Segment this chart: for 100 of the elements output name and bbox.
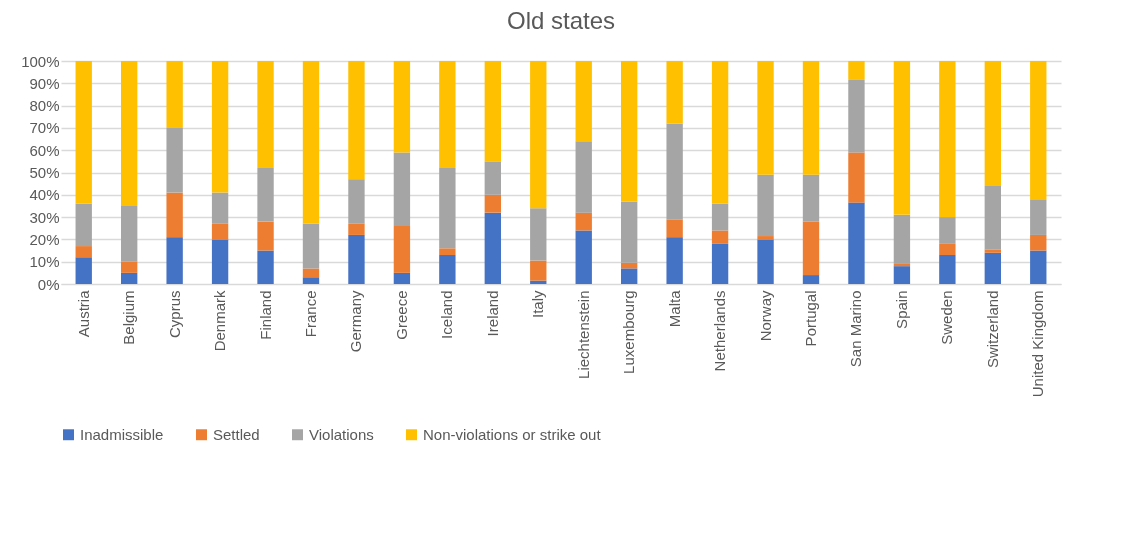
- bar: [302, 223, 320, 269]
- bar: [802, 221, 820, 276]
- x-tick-label: Liechtenstein: [574, 290, 592, 379]
- x-tick-label: Malta: [665, 289, 683, 328]
- bar: [166, 127, 183, 193]
- x-tick-label: Ireland: [483, 290, 501, 337]
- bar: [257, 221, 274, 251]
- bar: [848, 61, 865, 80]
- x-tick-label: Spain: [892, 290, 910, 329]
- bar: [166, 237, 183, 284]
- x-tick-label: Belgium: [120, 290, 138, 345]
- bar: [757, 61, 774, 175]
- bar: [484, 194, 501, 213]
- chart-title: Old states: [506, 7, 616, 34]
- bar: [484, 212, 501, 284]
- bar: [211, 223, 229, 240]
- bar: [939, 217, 956, 244]
- x-tick-label: Germany: [347, 290, 365, 353]
- bar: [348, 223, 365, 235]
- bar: [939, 255, 956, 284]
- bar: [575, 212, 592, 231]
- bar: [984, 61, 1001, 186]
- y-tick-label: 30%: [29, 208, 60, 226]
- bar: [711, 61, 729, 204]
- bar: [211, 61, 229, 193]
- bar: [484, 61, 501, 162]
- bar: [302, 277, 320, 284]
- bar: [530, 260, 547, 281]
- y-tick-label: 10%: [29, 253, 60, 271]
- bar: [893, 266, 911, 284]
- bar: [848, 152, 865, 203]
- bar: [666, 61, 683, 124]
- x-tick-label: San Marino: [847, 290, 865, 368]
- bar: [984, 252, 1001, 284]
- bar: [621, 61, 638, 202]
- bar: [757, 174, 774, 237]
- bar: [257, 168, 274, 222]
- x-tick-label: Iceland: [438, 290, 456, 339]
- x-tick-label: Luxembourg: [620, 290, 638, 374]
- bar: [893, 61, 911, 215]
- bar: [530, 208, 547, 261]
- bar: [575, 141, 592, 213]
- bar: [75, 203, 92, 247]
- x-tick-label: Netherlands: [711, 290, 729, 372]
- bar: [848, 79, 865, 153]
- bar: [393, 61, 411, 153]
- bar: [939, 61, 956, 218]
- bar: [121, 261, 138, 273]
- legend-label: Non-violations or strike out: [423, 425, 602, 443]
- bar: [1030, 61, 1047, 200]
- x-tick-label: Sweden: [938, 290, 956, 345]
- y-tick-label: 60%: [29, 141, 60, 159]
- bar: [621, 268, 638, 284]
- bar: [530, 61, 547, 209]
- bar: [575, 61, 592, 142]
- bar: [984, 185, 1001, 250]
- y-tick-label: 90%: [29, 74, 60, 92]
- bar: [393, 226, 411, 273]
- x-tick-label: Portugal: [802, 290, 819, 347]
- bar: [1030, 234, 1047, 251]
- y-tick-label: 80%: [29, 97, 60, 115]
- x-tick-label: Finland: [256, 290, 274, 340]
- bar: [348, 179, 365, 224]
- bar: [121, 205, 138, 262]
- bar: [75, 61, 92, 204]
- bar: [711, 230, 729, 244]
- bar: [757, 236, 774, 240]
- x-tick-label: United Kingdom: [1029, 290, 1047, 398]
- bar: [1030, 250, 1047, 284]
- bar: [302, 61, 320, 224]
- bar: [439, 61, 456, 169]
- x-tick-label: Switzerland: [983, 290, 1001, 369]
- bar: [893, 214, 911, 264]
- bar: [575, 230, 592, 284]
- bar: [439, 168, 456, 249]
- bar: [939, 243, 956, 256]
- x-tick-label: Norway: [756, 290, 774, 342]
- x-tick-label: Greece: [392, 290, 410, 340]
- bar: [121, 272, 138, 284]
- bar: [848, 202, 865, 284]
- x-tick-label: Austria: [74, 289, 92, 338]
- y-tick-label: 40%: [29, 186, 60, 204]
- bar: [166, 192, 183, 238]
- bar: [439, 248, 456, 256]
- bar: [348, 61, 365, 180]
- bar: [802, 174, 820, 222]
- bar: [75, 257, 92, 284]
- bar: [257, 61, 274, 169]
- bar: [1030, 199, 1047, 235]
- bar: [302, 268, 320, 278]
- bar: [621, 201, 638, 263]
- bar: [439, 255, 456, 284]
- y-tick-label: 0%: [37, 275, 60, 293]
- bar: [121, 61, 138, 206]
- bar: [348, 234, 365, 284]
- x-tick-label: Cyprus: [165, 290, 183, 339]
- bar: [257, 250, 274, 284]
- y-tick-label: 20%: [29, 230, 60, 248]
- bar: [666, 237, 683, 284]
- bar: [984, 249, 1001, 253]
